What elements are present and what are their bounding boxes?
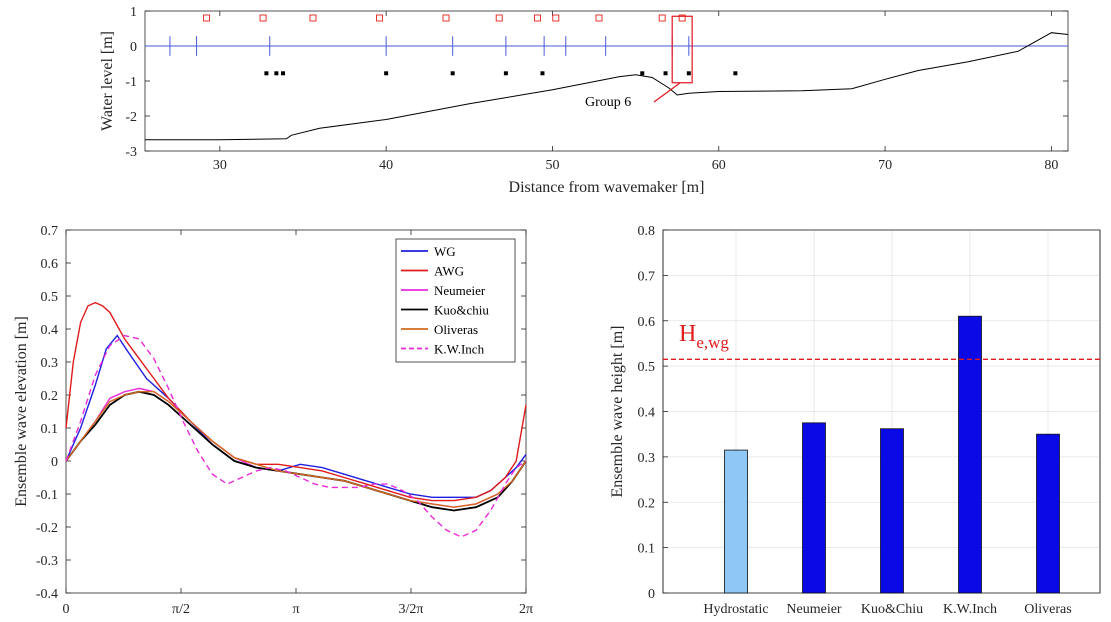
x-tick-label: Neumeier	[786, 602, 842, 617]
sensor-marker	[281, 71, 286, 76]
gauge-marker	[259, 14, 267, 22]
legend-box	[395, 238, 516, 363]
y-tick-label: 0.7	[41, 224, 59, 239]
reference-line-label: He,wg	[679, 321, 729, 352]
y-tick-label: 0.4	[41, 323, 59, 338]
sensor-marker	[540, 71, 545, 76]
legend-label: K.W.Inch	[434, 342, 485, 357]
y-tick-label: 0.1	[638, 542, 656, 557]
x-tick-label: 70	[878, 158, 892, 173]
y-tick-label: -3	[125, 145, 137, 160]
x-tick-label: Oliveras	[1024, 602, 1071, 617]
y-tick-label: -0.4	[36, 587, 58, 602]
y-tick-label: 0.6	[638, 315, 656, 330]
x-tick-label: Kuo&Chiu	[861, 602, 923, 617]
y-tick-label: 0	[648, 587, 655, 602]
group-annotation: Group 6	[585, 95, 631, 110]
gauge-marker	[203, 14, 211, 22]
y-tick-label: 0.8	[638, 224, 656, 239]
y-tick-label: 0.5	[638, 360, 656, 375]
y-tick-label: 0.2	[41, 389, 59, 404]
gauge-marker	[375, 14, 383, 22]
sensor-marker	[384, 71, 389, 76]
sensor-marker	[640, 71, 645, 76]
sensor-marker	[686, 71, 691, 76]
y-tick-label: 0.3	[41, 356, 59, 371]
gauge-marker	[678, 14, 686, 22]
y-tick-label: 0.6	[41, 257, 59, 272]
sensor-marker	[450, 71, 455, 76]
x-tick-label: K.W.Inch	[943, 602, 997, 617]
x-tick-label: 2π	[519, 602, 533, 617]
group-highlight-box	[671, 15, 693, 84]
series-line-kwinch	[65, 334, 527, 538]
bar-kwinch	[958, 315, 982, 594]
y-tick-label: 0.1	[41, 422, 59, 437]
bar-oliveras	[1036, 433, 1060, 594]
y-tick-label: 0.2	[638, 496, 656, 511]
y-tick-label: -2	[125, 110, 137, 125]
y-tick-label: -1	[125, 75, 137, 90]
y-tick-label: 0.3	[638, 451, 656, 466]
gauge-marker	[552, 14, 560, 22]
x-tick-label: 3/2π	[399, 602, 424, 617]
y-tick-label: 0.5	[41, 290, 59, 305]
x-tick-label: 60	[712, 158, 726, 173]
legend-label: Neumeier	[434, 283, 486, 298]
sensor-marker	[503, 71, 508, 76]
x-tick-label: 30	[213, 158, 227, 173]
y-tick-label: -0.2	[36, 521, 58, 536]
sensor-marker	[733, 71, 738, 76]
x-tick-label: 80	[1044, 158, 1058, 173]
x-tick-label: π/2	[172, 602, 190, 617]
elevation-panel: -0.4 -0.3 -0.2 -0.1 0 0.1 0.2 0.3 0.4 0.5 0.6 0.7 0 π…	[13, 224, 533, 617]
y-tick-label: 0.7	[638, 269, 656, 284]
profile-panel: 30 40 50 60 70 80 -3 -2 -1 0 1 Distance from wavema…	[99, 5, 1069, 196]
plot-area	[144, 10, 1069, 152]
gauge-marker	[309, 14, 317, 22]
x-tick-label: Hydrostatic	[703, 602, 768, 617]
gauge-marker	[442, 14, 450, 22]
annotation-leader	[653, 82, 681, 103]
x-tick-label: 0	[63, 602, 70, 617]
y-tick-label: 0	[51, 455, 58, 470]
reference-label-main: H	[679, 321, 696, 347]
gauge-marker	[533, 14, 541, 22]
y-tick-label: 0.4	[638, 406, 656, 421]
sensor-marker	[264, 71, 269, 76]
x-tick-label: 40	[379, 158, 393, 173]
y-axis-label: Ensemble wave elevation [m]	[13, 316, 30, 507]
gauge-marker	[595, 14, 603, 22]
legend-label: Kuo&chiu	[434, 303, 489, 318]
legend-label: Oliveras	[434, 322, 478, 337]
bar-kuochiu	[880, 428, 904, 594]
bar-hydrostatic	[724, 449, 748, 594]
series-line-oliveras	[65, 391, 527, 508]
y-tick-label: 0	[130, 40, 137, 55]
legend-label: WG	[434, 244, 456, 259]
x-axis-label: Distance from wavemaker [m]	[509, 179, 705, 196]
y-axis-label: Ensemble wave height [m]	[609, 326, 626, 498]
x-tick-label: π	[292, 602, 299, 617]
y-tick-label: -0.1	[36, 488, 58, 503]
legend-label: AWG	[434, 264, 464, 279]
reference-label-sub: e,wg	[696, 333, 729, 352]
x-tick-label: 50	[545, 158, 559, 173]
wave-height-panel: 0 0.1 0.2 0.3 0.4 0.5 0.6 0.7 0.8 Ensemble wave h…	[609, 224, 1101, 617]
bathymetry-line	[145, 32, 1069, 141]
sensor-marker	[663, 71, 668, 76]
y-axis-label: Water level [m]	[99, 31, 116, 131]
gauge-marker	[495, 14, 503, 22]
y-tick-label: -0.3	[36, 554, 58, 569]
gauge-marker	[658, 14, 666, 22]
bar-neumeier	[802, 422, 826, 594]
sensor-marker	[274, 71, 279, 76]
y-tick-label: 1	[130, 5, 137, 20]
